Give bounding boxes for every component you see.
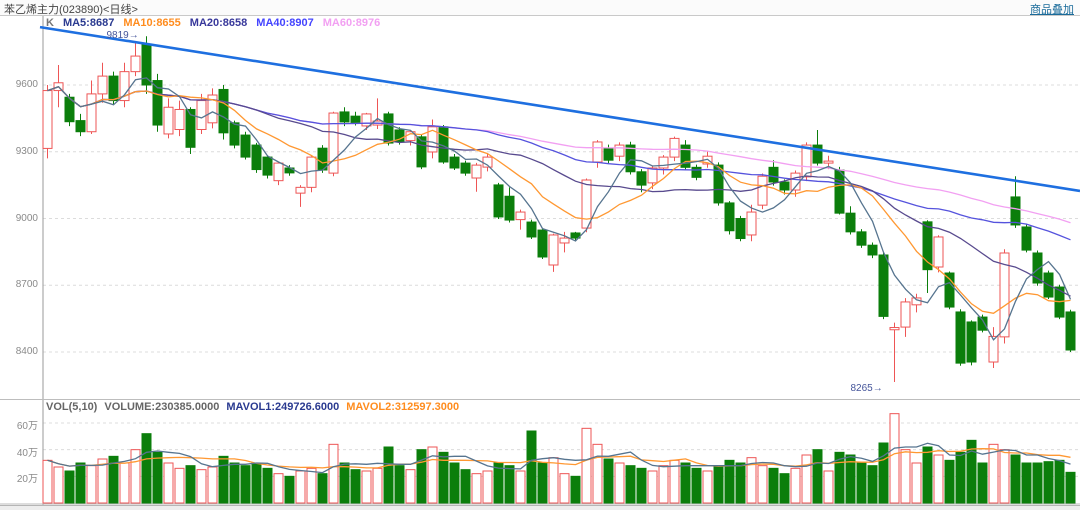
k-indicator-label: K <box>46 17 54 29</box>
price-axis-label: 8400 <box>15 346 38 357</box>
low-price-annotation: 8265→ <box>850 383 883 395</box>
price-axis-label: 9600 <box>15 79 38 90</box>
volume-axis-label: 20万 <box>16 474 38 486</box>
panel-divider <box>0 399 1080 400</box>
volume-value-label: VOLUME:230385.0000 <box>104 401 220 413</box>
mavol1-label: MAVOL1:249726.6000 <box>226 401 340 413</box>
indicator-row: K MA5:8687 MA10:8655 MA20:8658 MA40:8907 MA60… <box>46 17 398 29</box>
overlay-link[interactable]: 商品叠加 <box>1030 4 1074 16</box>
high-price-annotation: 9819→ <box>106 30 139 42</box>
title-bar: 苯乙烯主力(023890)<日线> 商品叠加 <box>0 0 1080 16</box>
bottom-strip <box>0 505 1080 510</box>
price-chart-panel[interactable]: K MA5:8687 MA10:8655 MA20:8658 MA40:8907 MA60… <box>0 16 1080 399</box>
ma-indicator-label: MA10:8655 <box>123 17 181 29</box>
mavol2-label: MAVOL2:312597.3000 <box>346 401 460 413</box>
ma-indicator-label: MA5:8687 <box>62 17 115 29</box>
volume-axis-label: 40万 <box>16 447 38 459</box>
price-axis-label: 9000 <box>15 212 38 224</box>
vol-label: VOL(5,10) <box>46 401 98 413</box>
ma-indicator-label: MA20:8658 <box>189 17 248 29</box>
candlestick-chart-canvas[interactable] <box>0 16 1080 399</box>
volume-axis-label: 60万 <box>16 421 38 432</box>
volume-indicator-row: VOL(5,10) VOLUME:230385.0000 MAVOL1:249726… <box>46 401 466 413</box>
volume-panel[interactable]: VOL(5,10) VOLUME:230385.0000 MAVOL1:249726… <box>0 400 1080 505</box>
ma-indicator-label: MA40:8907 <box>256 17 314 29</box>
price-axis-label: 8700 <box>15 279 38 291</box>
volume-chart-canvas[interactable] <box>0 400 1080 505</box>
price-axis-label: 9300 <box>15 145 38 157</box>
chart-title: 苯乙烯主力(023890)<日线> <box>4 4 138 16</box>
ma-indicator-label: MA60:8976 <box>322 17 381 29</box>
